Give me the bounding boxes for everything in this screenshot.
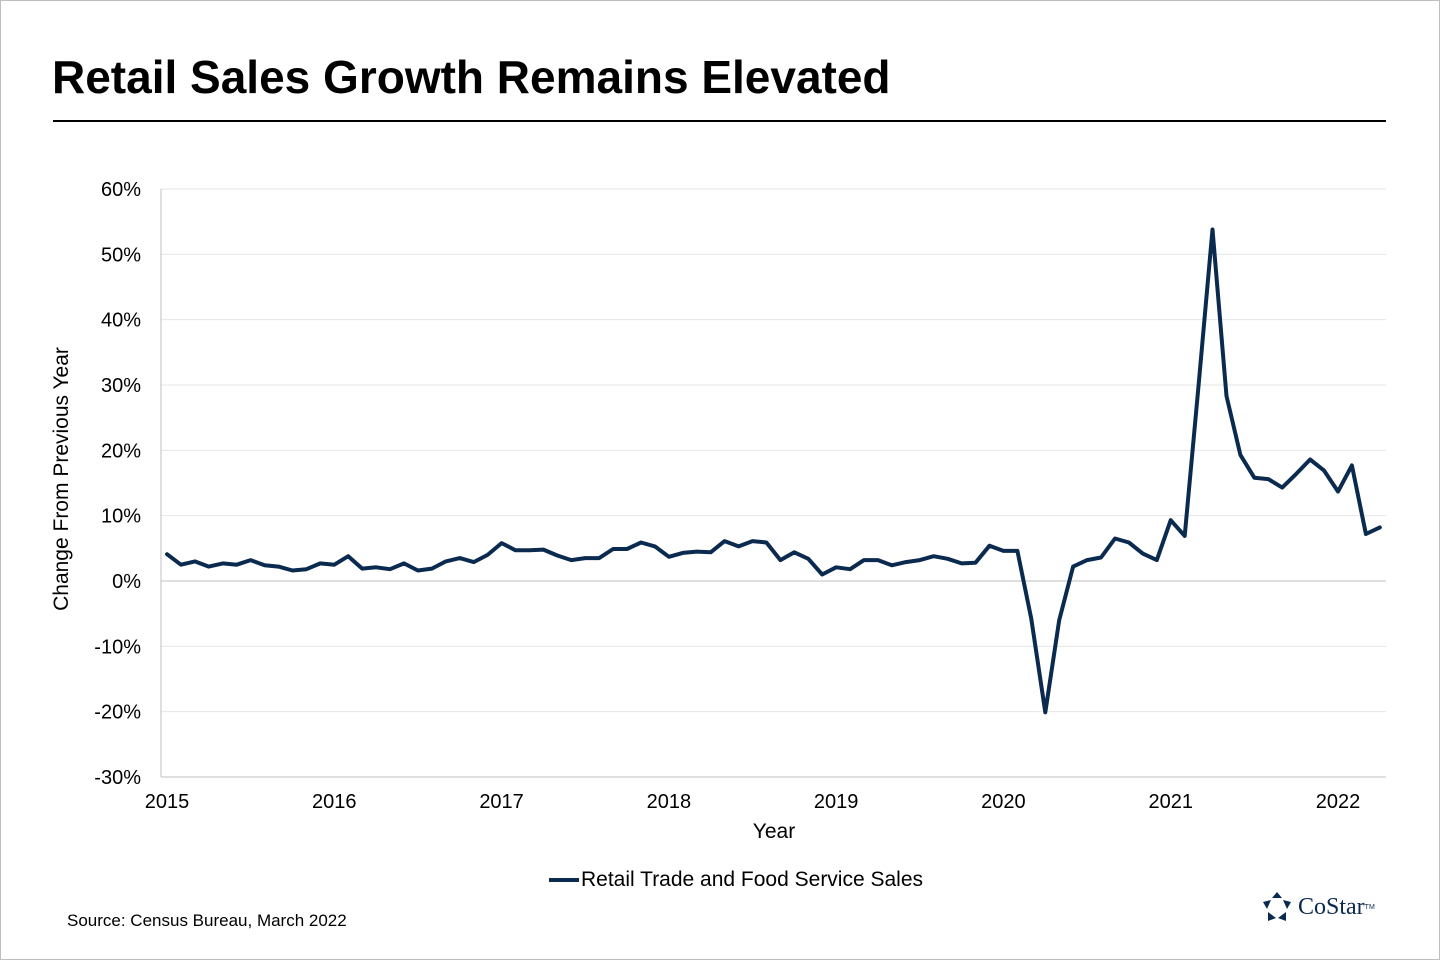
y-tick-label: -10%	[94, 636, 141, 658]
y-tick-label: 50%	[101, 244, 141, 266]
legend: Retail Trade and Food Service Sales	[549, 868, 923, 892]
y-tick-label: 20%	[101, 440, 141, 462]
x-tick-label: 2016	[312, 791, 357, 813]
y-tick-label: 10%	[101, 506, 141, 528]
source-note: Source: Census Bureau, March 2022	[67, 911, 347, 930]
x-tick-labels: 2015 2016 2017 2018 2019 2020 2021 2022	[145, 791, 1361, 813]
series-line	[165, 227, 1382, 715]
x-tick-label: 2017	[479, 791, 524, 813]
costar-logo: CoStar TM	[1260, 890, 1375, 924]
y-tick-label: -30%	[94, 767, 141, 789]
y-tick-label: 60%	[101, 179, 141, 201]
logo-wordmark: CoStar	[1298, 893, 1365, 920]
y-axis-title: Change From Previous Year	[50, 347, 73, 611]
title-divider	[53, 120, 1386, 122]
x-tick-label: 2018	[647, 791, 692, 813]
costar-star-icon	[1263, 892, 1291, 921]
legend-label: Retail Trade and Food Service Sales	[581, 868, 924, 891]
logo-trademark: TM	[1364, 903, 1375, 911]
x-tick-label: 2019	[814, 791, 859, 813]
legend-swatch	[549, 878, 579, 882]
y-tick-labels: 60% 50% 40% 30% 20% 10% 0% -10% -20% -30%	[94, 179, 141, 789]
y-tick-label: 30%	[101, 375, 141, 397]
series-layer	[165, 227, 1382, 715]
axes	[160, 189, 1386, 778]
x-tick-label: 2021	[1148, 791, 1193, 813]
y-tick-label: 40%	[101, 310, 141, 332]
gridlines	[161, 188, 1386, 713]
x-tick-label: 2020	[981, 791, 1026, 813]
y-tick-label: -20%	[94, 702, 141, 724]
x-axis-title: Year	[753, 820, 795, 843]
x-tick-label: 2015	[145, 791, 190, 813]
y-tick-label: 0%	[112, 571, 141, 593]
chart-title: Retail Sales Growth Remains Elevated	[52, 51, 891, 103]
x-tick-label: 2022	[1316, 791, 1361, 813]
